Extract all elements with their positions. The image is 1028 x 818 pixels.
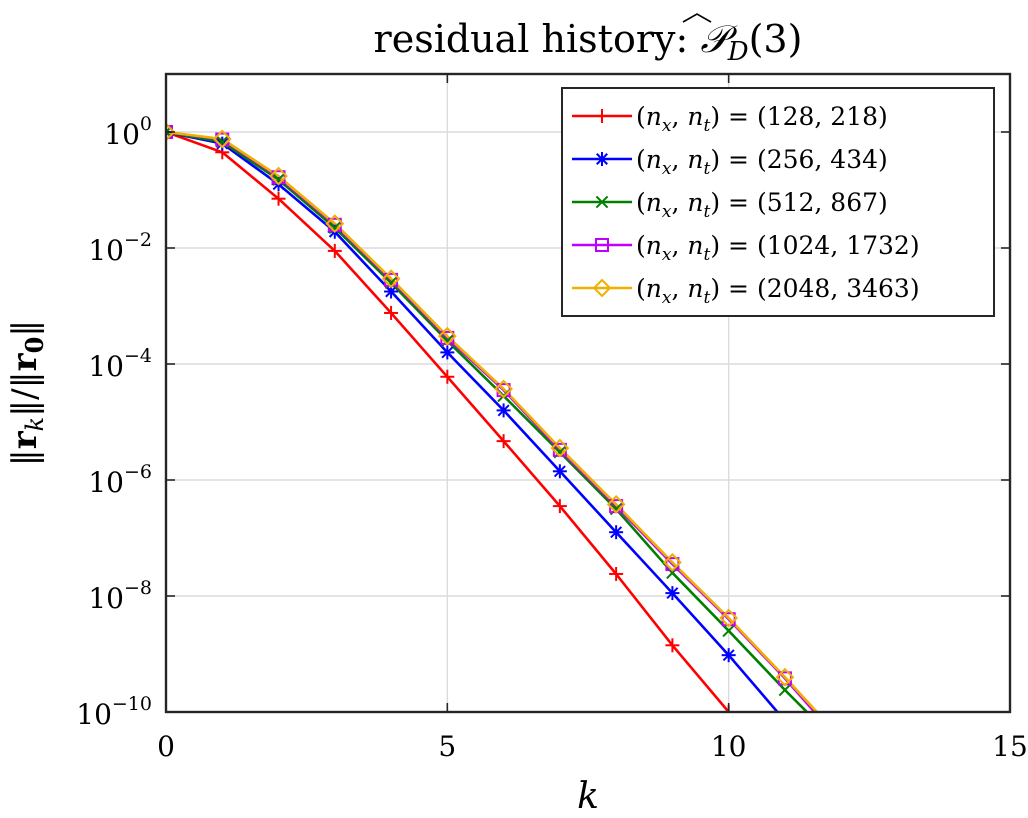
x-tick-label: 15 (992, 730, 1028, 763)
data-point-s2 (215, 136, 230, 151)
legend-label-1: (nx, nt) = (128, 218) (636, 102, 888, 136)
series-line-5 (166, 130, 819, 712)
data-point-s2 (552, 464, 567, 479)
data-point-s1 (271, 191, 286, 206)
data-point-s3 (778, 683, 792, 697)
plot-frame (164, 72, 1012, 714)
data-point-s2 (778, 714, 792, 728)
data-point-s1 (609, 566, 624, 581)
data-point-s3 (722, 624, 735, 638)
data-point-s5 (550, 438, 570, 458)
legend: (nx, nt) = (128, 218) (nx, nt) = (256, 43… (561, 87, 995, 317)
y-tick-label: 10−6 (88, 461, 152, 499)
y-tick-label: 100 (104, 113, 152, 151)
legend-label-5: (nx, nt) = (2048, 3463) (636, 274, 920, 308)
data-point-s4 (215, 132, 230, 147)
y-label-open: ‖ (5, 449, 45, 466)
chart-title-subscript: D (727, 37, 749, 67)
y-tick-label: 10−4 (88, 345, 152, 383)
data-point-s1 (665, 638, 680, 653)
y-tick-label: 10−8 (88, 577, 152, 615)
chart-title-prefix: residual history: (374, 17, 701, 61)
x-axis-label: k (577, 776, 599, 817)
x-ticks: 0 5 10 15 (157, 74, 1028, 763)
data-point-s5 (662, 552, 682, 572)
legend-marker-4 (595, 238, 609, 252)
data-point-s2 (496, 403, 511, 418)
data-point-s5 (212, 129, 232, 149)
data-point-s5 (775, 667, 795, 687)
data-point-s5 (494, 379, 514, 399)
data-point-s5 (325, 214, 345, 234)
legend-marker-1 (595, 109, 609, 123)
x-tick-label: 10 (711, 730, 747, 763)
legend-label-2: (nx, nt) = (256, 434) (636, 145, 888, 179)
legend-marker-3 (595, 195, 609, 209)
data-point-s1 (384, 305, 399, 320)
y-label-den-sub: 0 (20, 337, 49, 354)
data-point-s2 (665, 586, 680, 601)
y-label-num: r (5, 430, 45, 449)
y-axis-label: ‖rk‖/‖r0‖ (5, 320, 49, 467)
y-ticks: 100 10−2 10−4 10−6 10−8 10−10 (76, 113, 1010, 731)
data-point-s5 (166, 122, 176, 142)
y-label-den: r (5, 352, 45, 371)
data-point-s1 (496, 434, 511, 449)
legend-marker-5 (592, 278, 612, 298)
y-tick-label: 10−10 (76, 693, 152, 731)
title-hat-icon (682, 13, 712, 23)
data-point-s1 (440, 369, 455, 384)
x-tick-label: 0 (157, 730, 175, 763)
chart-title-suffix: (3) (749, 17, 803, 61)
data-point-s5 (269, 166, 288, 186)
data-point-s2 (609, 525, 624, 540)
x-tick-label: 5 (438, 730, 456, 763)
y-label-mid: ‖/‖ (5, 371, 45, 416)
data-point-s5 (719, 608, 739, 628)
data-point-s3 (666, 566, 679, 580)
series-line-2 (166, 130, 780, 712)
data-point-s5 (381, 269, 401, 289)
legend-marker-2 (595, 152, 609, 166)
data-point-s2 (440, 345, 455, 360)
legend-label-4: (nx, nt) = (1024, 1732) (636, 231, 920, 265)
y-tick-label: 10−2 (88, 229, 152, 267)
y-label-num-sub: k (21, 417, 49, 432)
y-label-close: ‖ (5, 320, 45, 337)
legend-box (561, 87, 995, 317)
data-point-s1 (327, 243, 342, 258)
data-point-s5 (606, 494, 626, 514)
data-point-s5 (437, 326, 457, 346)
data-point-s2 (721, 648, 736, 663)
data-point-s1 (552, 499, 567, 514)
legend-label-3: (nx, nt) = (512, 867) (636, 188, 888, 222)
chart-title: residual history: 𝒫D(3) (374, 17, 803, 67)
